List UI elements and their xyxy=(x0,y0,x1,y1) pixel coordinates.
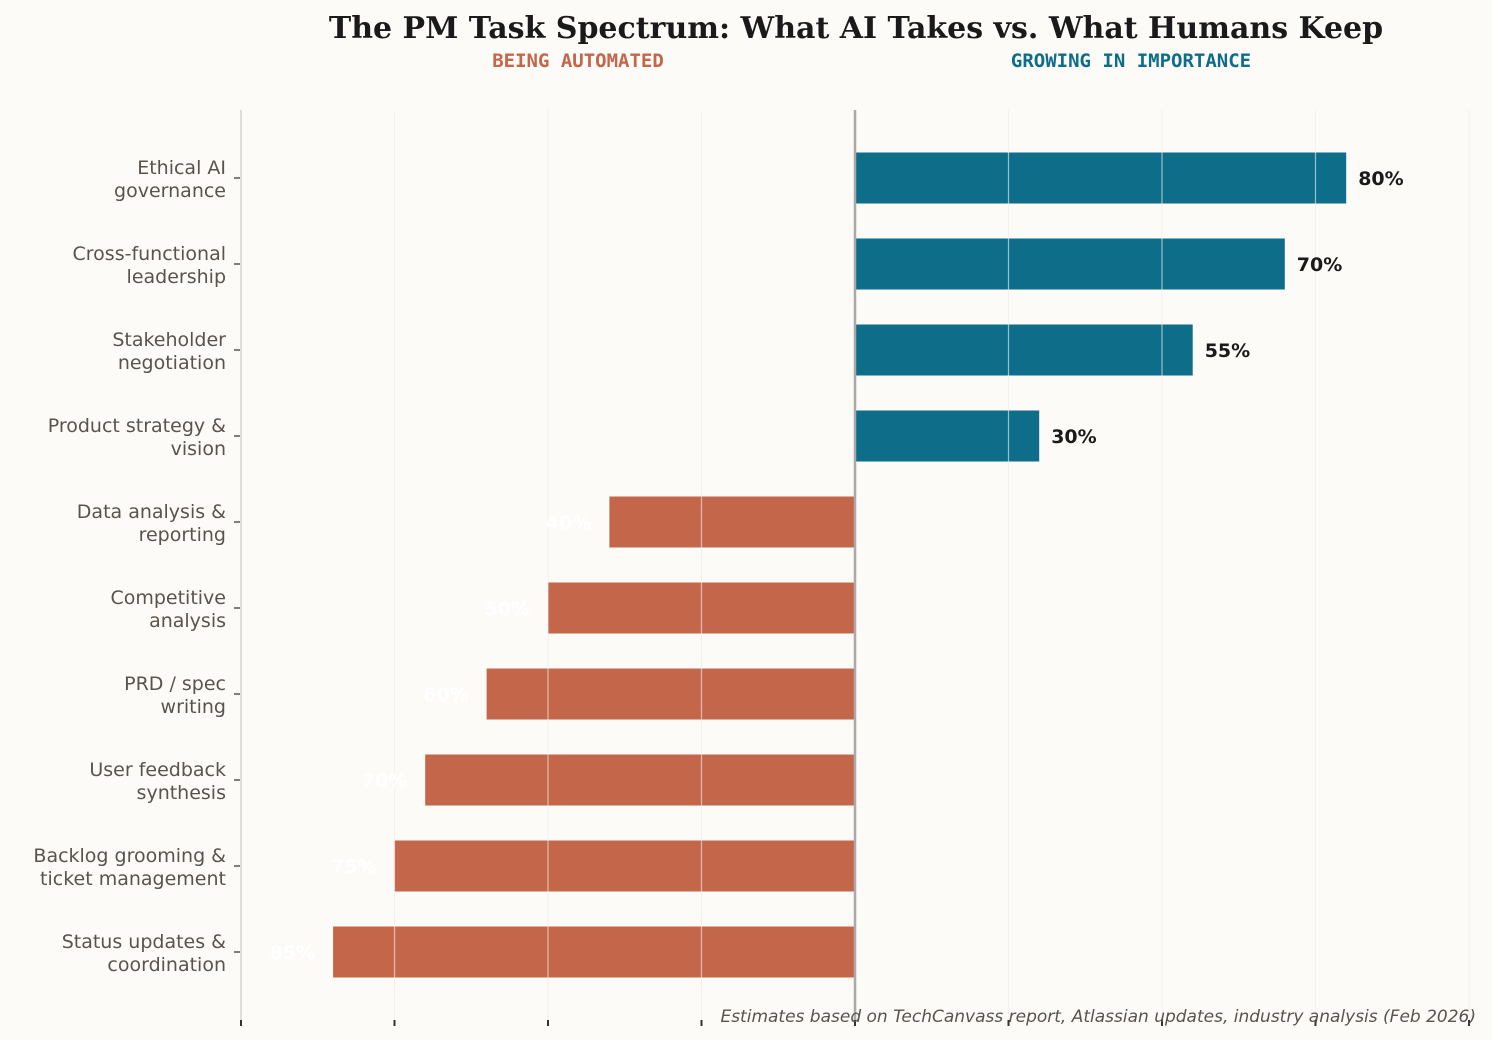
value-label: 80% xyxy=(1358,168,1403,190)
value-label: 85% xyxy=(270,942,315,964)
value-label: 55% xyxy=(1205,340,1250,362)
category-label: Backlog grooming & ticket management xyxy=(33,845,226,890)
category-label: Product strategy & vision xyxy=(48,415,226,460)
category-label: Stakeholder negotiation xyxy=(112,329,226,374)
bar xyxy=(425,754,855,806)
category-label: Cross-functional leadership xyxy=(73,243,226,288)
chart-title: The PM Task Spectrum: What AI Takes vs. … xyxy=(329,11,1383,46)
bar xyxy=(855,324,1193,376)
value-label: 50% xyxy=(485,598,530,620)
value-label: 60% xyxy=(423,684,468,706)
category-label: Status updates & coordination xyxy=(62,931,226,976)
right-side-label: GROWING IN IMPORTANCE xyxy=(1011,50,1251,72)
category-label: Data analysis & reporting xyxy=(77,501,226,546)
category-label: User feedback synthesis xyxy=(89,759,226,804)
value-label: 30% xyxy=(1051,426,1096,448)
bar xyxy=(855,152,1347,204)
left-side-label: BEING AUTOMATED xyxy=(492,50,664,72)
bar xyxy=(333,926,856,978)
bar xyxy=(609,496,855,548)
bar xyxy=(855,410,1040,462)
bar xyxy=(855,238,1285,290)
category-label: Competitive analysis xyxy=(110,587,226,632)
value-label: 40% xyxy=(546,512,591,534)
category-label: PRD / spec writing xyxy=(124,673,226,718)
bar xyxy=(486,668,855,720)
value-label: 75% xyxy=(331,856,376,878)
value-label: 70% xyxy=(1297,254,1342,276)
category-label: Ethical AI governance xyxy=(114,157,226,202)
value-label: 70% xyxy=(362,770,407,792)
bar xyxy=(394,840,855,892)
footnote: Estimates based on TechCanvass report, A… xyxy=(720,1007,1476,1027)
